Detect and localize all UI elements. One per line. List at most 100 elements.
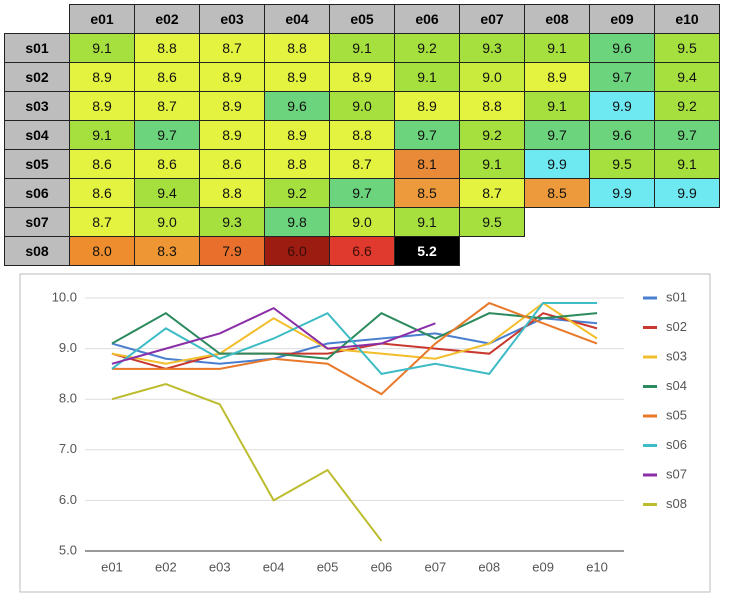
x-tick-label: e03 [209, 559, 231, 574]
data-cell: 9.0 [459, 62, 525, 92]
header-cell: e10 [654, 4, 720, 34]
legend-label: s06 [666, 437, 687, 452]
data-cell: 9.0 [134, 207, 200, 237]
data-cell: 9.5 [589, 149, 655, 179]
data-cell: 8.9 [199, 91, 265, 121]
header-cell: e05 [329, 4, 395, 34]
header-cell: s08 [4, 236, 70, 266]
data-cell: 9.1 [394, 62, 460, 92]
data-cell: 9.2 [459, 120, 525, 150]
data-cell: 8.6 [69, 149, 135, 179]
header-cell: e07 [459, 4, 525, 34]
data-cell: 8.3 [134, 236, 200, 266]
y-tick-label: 7.0 [59, 441, 77, 456]
data-cell: 9.1 [459, 149, 525, 179]
chart-frame [19, 273, 711, 593]
data-cell: 6.6 [329, 236, 395, 266]
header-cell: s05 [4, 149, 70, 179]
legend-label: s05 [666, 407, 687, 422]
x-tick-label: e05 [317, 559, 339, 574]
header-cell: e03 [199, 4, 265, 34]
x-tick-label: e09 [532, 559, 554, 574]
y-tick-label: 8.0 [59, 391, 77, 406]
data-cell: 9.2 [394, 33, 460, 63]
data-cell: 9.5 [459, 207, 525, 237]
data-cell: 9.1 [524, 33, 590, 63]
data-cell: 8.8 [264, 149, 330, 179]
data-cell: 9.3 [199, 207, 265, 237]
data-cell: 8.7 [134, 91, 200, 121]
legend-label: s07 [666, 466, 687, 481]
table-row: s02 8.9 8.6 8.9 8.9 8.9 9.1 9.0 8.9 9.7 9.4 [4, 62, 720, 92]
data-cell: 9.9 [524, 149, 590, 179]
table-row: s01 9.1 8.8 8.7 8.8 9.1 9.2 9.3 9.1 9.6 9.5 [4, 33, 720, 63]
header-cell: s03 [4, 91, 70, 121]
x-tick-label: e04 [263, 559, 285, 574]
data-cell: 9.8 [264, 207, 330, 237]
header-cell: s07 [4, 207, 70, 237]
table-row: s04 9.1 9.7 8.9 8.9 8.8 9.7 9.2 9.7 9.6 9.7 [4, 120, 720, 150]
data-cell: 8.9 [524, 62, 590, 92]
data-cell: 9.1 [329, 33, 395, 63]
data-cell: 8.8 [264, 33, 330, 63]
data-cell: 8.9 [329, 62, 395, 92]
data-cell: 8.9 [264, 120, 330, 150]
data-cell: 9.4 [654, 62, 720, 92]
data-cell: 9.1 [394, 207, 460, 237]
data-cell: 8.8 [329, 120, 395, 150]
data-cell: 8.8 [459, 91, 525, 121]
data-cell: 8.6 [134, 149, 200, 179]
data-cell: 8.6 [69, 178, 135, 208]
data-cell: 9.7 [654, 120, 720, 150]
data-cell: 9.6 [264, 91, 330, 121]
data-cell: 8.0 [69, 236, 135, 266]
data-cell: 9.7 [394, 120, 460, 150]
data-cell: 9.7 [524, 120, 590, 150]
series-line [111, 302, 598, 375]
header-cell: s01 [4, 33, 70, 63]
data-cell: 9.0 [329, 91, 395, 121]
legend-label: s08 [666, 496, 687, 511]
data-cell: 8.7 [329, 149, 395, 179]
header-cell: e08 [524, 4, 590, 34]
data-cell: 9.2 [654, 91, 720, 121]
series-line [111, 382, 383, 542]
x-tick-label: e02 [155, 559, 177, 574]
data-cell: 9.7 [134, 120, 200, 150]
data-cell: 8.8 [199, 178, 265, 208]
data-cell: 9.9 [589, 91, 655, 121]
table-row: e01 e02 e03 e04 e05 e06 e07 e08 e09 e10 [5, 4, 720, 34]
header-cell: e01 [69, 4, 135, 34]
data-cell: 9.6 [589, 120, 655, 150]
table-row: s06 8.6 9.4 8.8 9.2 9.7 8.5 8.7 8.5 9.9 9.9 [4, 178, 720, 208]
data-cell: 8.5 [524, 178, 590, 208]
table-row: s05 8.6 8.6 8.6 8.8 8.7 8.1 9.1 9.9 9.5 9.1 [4, 149, 720, 179]
data-cell: 8.9 [69, 91, 135, 121]
data-cell: 6.0 [264, 236, 330, 266]
data-cell: 9.7 [589, 62, 655, 92]
score-table: e01 e02 e03 e04 e05 e06 e07 e08 e09 e10 s01 9.1 8.8 8… [4, 4, 720, 266]
legend-label: s01 [666, 289, 687, 304]
table-row: s03 8.9 8.7 8.9 9.6 9.0 8.9 8.8 9.1 9.9 9.2 [4, 91, 720, 121]
header-cell: e09 [589, 4, 655, 34]
chart: 5.0 6.0 7.0 8.0 9.0 10.0 e01 e02 e03 e04 e05 e06 e07… [19, 273, 711, 593]
series-line [111, 306, 436, 365]
table-row: s07 8.7 9.0 9.3 9.8 9.0 9.1 9.5 [4, 207, 720, 237]
header-cell: e02 [134, 4, 200, 34]
series-line [111, 301, 598, 396]
data-cell: 8.8 [134, 33, 200, 63]
data-cell: 9.3 [459, 33, 525, 63]
x-tick-label: e06 [371, 559, 393, 574]
header-cell: e04 [264, 4, 330, 34]
data-cell: 9.7 [329, 178, 395, 208]
x-tick-label: e10 [586, 559, 608, 574]
data-cell: 5.2 [394, 236, 460, 266]
header-cell: s06 [4, 178, 70, 208]
header-cell: s02 [4, 62, 70, 92]
data-cell: 9.9 [589, 178, 655, 208]
x-tick-label: e07 [424, 559, 446, 574]
legend-label: s04 [666, 378, 687, 393]
data-cell: 8.7 [199, 33, 265, 63]
data-cell: 8.6 [134, 62, 200, 92]
x-tick-label: e01 [101, 559, 123, 574]
